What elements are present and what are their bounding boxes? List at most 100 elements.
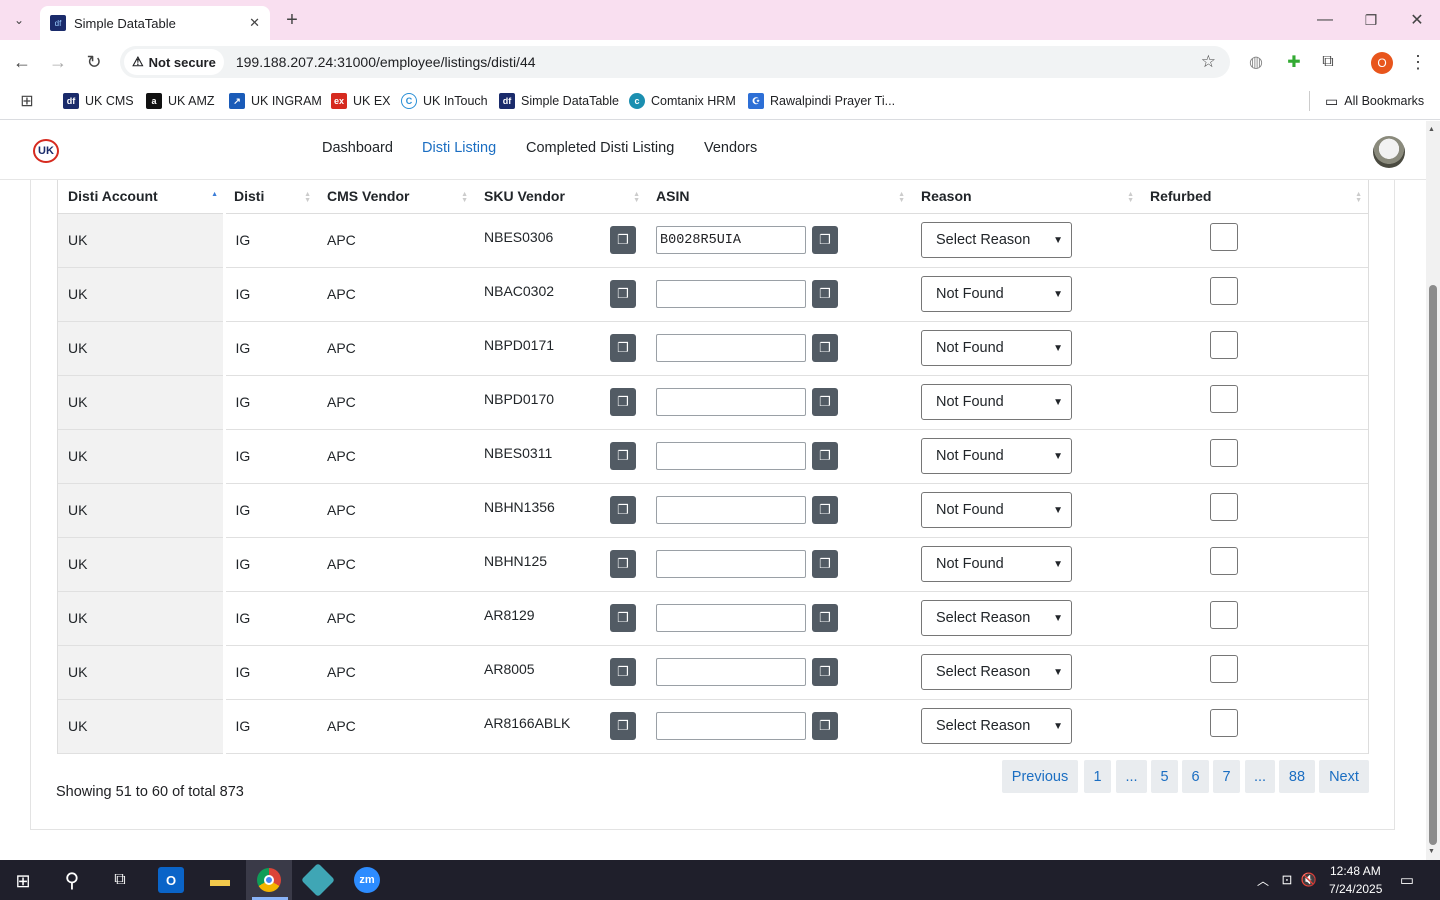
refurbed-checkbox[interactable] xyxy=(1210,439,1238,467)
reason-select[interactable]: Select Reason ▼ xyxy=(921,600,1072,636)
reload-icon[interactable]: ↻ xyxy=(86,51,102,72)
page-5[interactable]: 5 xyxy=(1151,760,1178,793)
copy-asin-icon[interactable]: ❐ xyxy=(812,442,838,470)
refurbed-checkbox[interactable] xyxy=(1210,601,1238,629)
copy-asin-icon[interactable]: ❐ xyxy=(812,388,838,416)
reason-select[interactable]: Select Reason ▼ xyxy=(921,654,1072,690)
refurbed-checkbox[interactable] xyxy=(1210,493,1238,521)
apps-grid-icon[interactable]: ⊞ xyxy=(20,93,34,110)
page-next[interactable]: Next xyxy=(1319,760,1369,793)
file-explorer-icon[interactable]: ▬ xyxy=(210,868,230,891)
outlook-icon[interactable]: O xyxy=(158,867,184,893)
copy-sku-icon[interactable]: ❐ xyxy=(610,442,636,470)
copy-sku-icon[interactable]: ❐ xyxy=(610,604,636,632)
new-tab-icon[interactable]: + xyxy=(286,8,298,31)
asin-input[interactable] xyxy=(656,442,806,470)
copy-asin-icon[interactable]: ❐ xyxy=(812,280,838,308)
asin-input[interactable] xyxy=(656,658,806,686)
url-text[interactable]: 199.188.207.24:31000/employee/listings/d… xyxy=(235,54,536,70)
reason-select[interactable]: Not Found ▼ xyxy=(921,330,1072,366)
refurbed-checkbox[interactable] xyxy=(1210,385,1238,413)
nav-dashboard[interactable]: Dashboard xyxy=(322,140,393,156)
task-view-icon[interactable]: ⧉ xyxy=(114,871,126,888)
copy-sku-icon[interactable]: ❐ xyxy=(610,388,636,416)
bookmark-uk-ex[interactable]: ex UK EX xyxy=(331,92,391,110)
copy-sku-icon[interactable]: ❐ xyxy=(610,550,636,578)
minimize-icon[interactable]: — xyxy=(1317,11,1333,28)
bookmark-uk-intouch[interactable]: C UK InTouch xyxy=(401,92,488,110)
header-disti-account[interactable]: Disti Account ▲ xyxy=(58,180,224,214)
notifications-icon[interactable]: ▭ xyxy=(1399,872,1415,889)
uk-logo[interactable]: UK xyxy=(33,139,59,163)
extension-green-icon[interactable]: ✚ xyxy=(1287,54,1301,71)
tab-search-chevron-icon[interactable]: ⌄ xyxy=(13,13,25,27)
copy-asin-icon[interactable]: ❐ xyxy=(812,658,838,686)
zoom-icon[interactable]: zm xyxy=(354,867,380,893)
copy-sku-icon[interactable]: ❐ xyxy=(610,658,636,686)
page-scrollbar[interactable]: ▲ ▼ xyxy=(1426,121,1440,860)
asin-input[interactable] xyxy=(656,604,806,632)
profile-avatar[interactable]: O xyxy=(1371,52,1393,74)
refurbed-checkbox[interactable] xyxy=(1210,277,1238,305)
back-icon[interactable]: ← xyxy=(13,51,31,72)
bookmark-simple-datatable[interactable]: df Simple DataTable xyxy=(499,92,619,110)
header-cms-vendor[interactable]: CMS Vendor ▲ ▼ xyxy=(317,180,474,214)
reason-select[interactable]: Not Found ▼ xyxy=(921,276,1072,312)
chrome-icon[interactable] xyxy=(257,868,281,892)
browser-tab[interactable]: df Simple DataTable ✕ xyxy=(40,6,270,40)
asin-input[interactable] xyxy=(656,550,806,578)
asin-input[interactable] xyxy=(656,496,806,524)
header-reason[interactable]: Reason ▲ ▼ xyxy=(911,180,1140,214)
reason-select[interactable]: Select Reason ▼ xyxy=(921,708,1072,744)
scroll-up-icon[interactable]: ▲ xyxy=(1428,126,1435,133)
copy-sku-icon[interactable]: ❐ xyxy=(610,226,636,254)
security-chip[interactable]: ⚠ Not secure xyxy=(124,49,224,75)
nav-completed-disti-listing[interactable]: Completed Disti Listing xyxy=(526,140,675,156)
clock-date[interactable]: 7/24/2025 xyxy=(1329,882,1383,896)
copy-sku-icon[interactable]: ❐ xyxy=(610,712,636,740)
menu-kebab-icon[interactable]: ⋮ xyxy=(1409,51,1427,72)
scroll-down-icon[interactable]: ▼ xyxy=(1428,848,1435,855)
nav-disti-listing[interactable]: Disti Listing xyxy=(422,140,497,156)
asin-input[interactable] xyxy=(656,226,806,254)
search-icon[interactable]: ⚲ xyxy=(64,869,80,892)
nav-vendors[interactable]: Vendors xyxy=(704,140,758,156)
volume-muted-icon[interactable]: 🔇 xyxy=(1300,872,1318,887)
address-bar[interactable]: ⚠ Not secure 199.188.207.24:31000/employe… xyxy=(120,46,1230,78)
page-88[interactable]: 88 xyxy=(1279,760,1315,793)
bookmark-uk-cms[interactable]: df UK CMS xyxy=(63,92,134,110)
tray-chevron-up-icon[interactable]: ︿ xyxy=(1256,873,1269,888)
header-asin[interactable]: ASIN ▲ ▼ xyxy=(646,180,911,214)
translate-globe-icon[interactable]: ◍ xyxy=(1249,54,1263,71)
close-tab-icon[interactable]: ✕ xyxy=(249,15,260,30)
reason-select[interactable]: Not Found ▼ xyxy=(921,492,1072,528)
close-window-icon[interactable]: ✕ xyxy=(1410,12,1424,29)
restore-icon[interactable]: ❐ xyxy=(1364,11,1378,28)
extensions-puzzle-icon[interactable]: ⧉ xyxy=(1322,53,1334,70)
asin-input[interactable] xyxy=(656,334,806,362)
bookmark-comtanix-hrm[interactable]: c Comtanix HRM xyxy=(629,92,736,110)
refurbed-checkbox[interactable] xyxy=(1210,331,1238,359)
reason-select[interactable]: Not Found ▼ xyxy=(921,438,1072,474)
header-sku-vendor[interactable]: SKU Vendor ▲ ▼ xyxy=(474,180,646,214)
user-avatar[interactable] xyxy=(1373,136,1405,168)
reason-select[interactable]: Not Found ▼ xyxy=(921,546,1072,582)
refurbed-checkbox[interactable] xyxy=(1210,655,1238,683)
reason-select[interactable]: Not Found ▼ xyxy=(921,384,1072,420)
app-diamond-icon[interactable] xyxy=(301,863,335,897)
windows-start-icon[interactable]: ⊞ xyxy=(15,870,31,891)
forward-icon[interactable]: → xyxy=(49,51,67,72)
refurbed-checkbox[interactable] xyxy=(1210,547,1238,575)
copy-asin-icon[interactable]: ❐ xyxy=(812,604,838,632)
copy-asin-icon[interactable]: ❐ xyxy=(812,334,838,362)
header-disti[interactable]: Disti ▲ ▼ xyxy=(224,180,317,214)
copy-sku-icon[interactable]: ❐ xyxy=(610,334,636,362)
asin-input[interactable] xyxy=(656,712,806,740)
copy-sku-icon[interactable]: ❐ xyxy=(610,496,636,524)
page-7[interactable]: 7 xyxy=(1213,760,1240,793)
copy-asin-icon[interactable]: ❐ xyxy=(812,226,838,254)
copy-sku-icon[interactable]: ❐ xyxy=(610,280,636,308)
header-refurbed[interactable]: Refurbed ▲ ▼ xyxy=(1140,180,1368,214)
asin-input[interactable] xyxy=(656,388,806,416)
refurbed-checkbox[interactable] xyxy=(1210,223,1238,251)
